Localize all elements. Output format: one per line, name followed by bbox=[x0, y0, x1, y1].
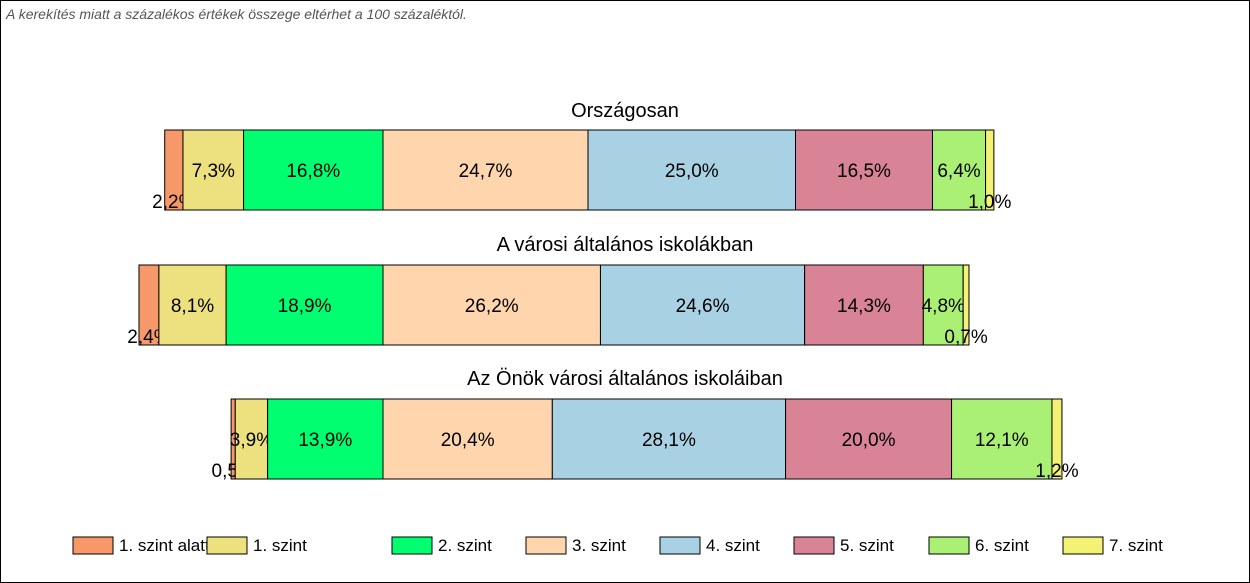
bar-segment bbox=[243, 129, 384, 211]
legend-label: 3. szint bbox=[572, 536, 626, 555]
data-label: 25,0% bbox=[665, 161, 719, 182]
bar-segment bbox=[234, 398, 269, 480]
bar-segment bbox=[795, 129, 933, 211]
data-label: 12,1% bbox=[975, 430, 1029, 451]
legend-label: 6. szint bbox=[975, 536, 1029, 555]
legend-swatch bbox=[1062, 536, 1104, 555]
data-label: 26,2% bbox=[465, 296, 519, 317]
legend-label: 2. szint bbox=[438, 536, 492, 555]
data-label: 4,8% bbox=[922, 296, 965, 317]
data-label: 14,3% bbox=[837, 296, 891, 317]
bar-segment bbox=[931, 129, 987, 211]
bar-segment bbox=[158, 264, 227, 346]
legend-label: 5. szint bbox=[840, 536, 894, 555]
data-label: 16,5% bbox=[837, 161, 891, 182]
bar-title: Országosan bbox=[571, 100, 679, 122]
bar-segment bbox=[267, 398, 384, 480]
data-label: 20,0% bbox=[842, 430, 896, 451]
bar-segment bbox=[551, 398, 787, 480]
data-label: 20,4% bbox=[441, 430, 495, 451]
data-label: 24,7% bbox=[459, 161, 513, 182]
bar-segment bbox=[599, 264, 806, 346]
data-label: 7,3% bbox=[192, 161, 235, 182]
legend-label: 1. szint alatti bbox=[119, 536, 214, 555]
bar-title: Az Önök városi általános iskoláiban bbox=[467, 368, 783, 390]
data-label: 18,9% bbox=[278, 296, 332, 317]
legend-swatch bbox=[72, 536, 114, 555]
bar-segment bbox=[225, 264, 384, 346]
bar-segment bbox=[182, 129, 245, 211]
data-label: 0,7% bbox=[944, 327, 987, 348]
data-label: 1,0% bbox=[968, 192, 1011, 213]
legend-label: 7. szint bbox=[1109, 536, 1163, 555]
legend-label: 1. szint bbox=[253, 536, 307, 555]
bar-segment bbox=[962, 264, 970, 346]
bar-segment bbox=[382, 398, 553, 480]
data-label: 3,9% bbox=[230, 430, 273, 451]
legend-swatch bbox=[206, 536, 248, 555]
legend-swatch bbox=[928, 536, 970, 555]
legend-swatch bbox=[391, 536, 433, 555]
bar-segment bbox=[587, 129, 797, 211]
bar-title: A városi általános iskolákban bbox=[497, 234, 754, 256]
bar-segment bbox=[1051, 398, 1063, 480]
legend-label: 4. szint bbox=[706, 536, 760, 555]
legend-swatch bbox=[525, 536, 567, 555]
legend-swatch bbox=[793, 536, 835, 555]
bar-segment bbox=[951, 398, 1053, 480]
data-label: 24,6% bbox=[676, 296, 730, 317]
data-label: 13,9% bbox=[298, 430, 352, 451]
data-label: 16,8% bbox=[286, 161, 340, 182]
data-label: 8,1% bbox=[171, 296, 214, 317]
bar-segment bbox=[804, 264, 924, 346]
bar-segment bbox=[382, 264, 601, 346]
data-label: 1,2% bbox=[1035, 461, 1078, 482]
data-label: 28,1% bbox=[642, 430, 696, 451]
bar-segment bbox=[985, 129, 995, 211]
legend-swatch bbox=[659, 536, 701, 555]
data-label: 6,4% bbox=[937, 161, 980, 182]
rounding-note: A kerekítés miatt a százalékos értékek ö… bbox=[6, 6, 467, 22]
